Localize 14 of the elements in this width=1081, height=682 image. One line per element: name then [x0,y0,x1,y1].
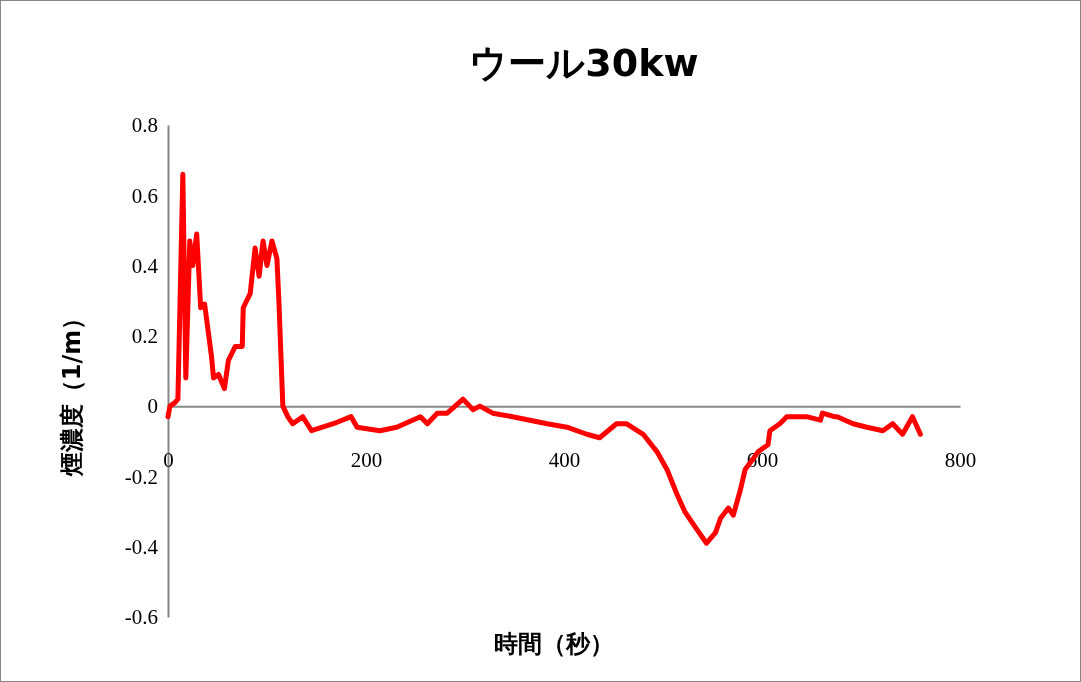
y-tick-label: 0.4 [131,253,159,278]
x-tick-label: 200 [350,448,383,473]
y-tick-label: -0.6 [124,605,158,630]
y-tick-label: -0.4 [124,534,159,559]
y-axis-title: 煙濃度（1/m） [58,305,86,478]
chart-title: ウール30kw [469,41,699,85]
y-tick-label: 0.8 [131,113,158,138]
x-axis-title: 時間（秒） [494,630,614,658]
x-tick-label: 800 [944,448,977,473]
y-tick-label: -0.2 [124,464,158,489]
x-tick-label: 400 [548,448,581,473]
y-tick-label: 0.6 [131,183,158,208]
y-tick-label: 0 [147,394,158,419]
y-tick-label: 0.2 [131,324,158,349]
